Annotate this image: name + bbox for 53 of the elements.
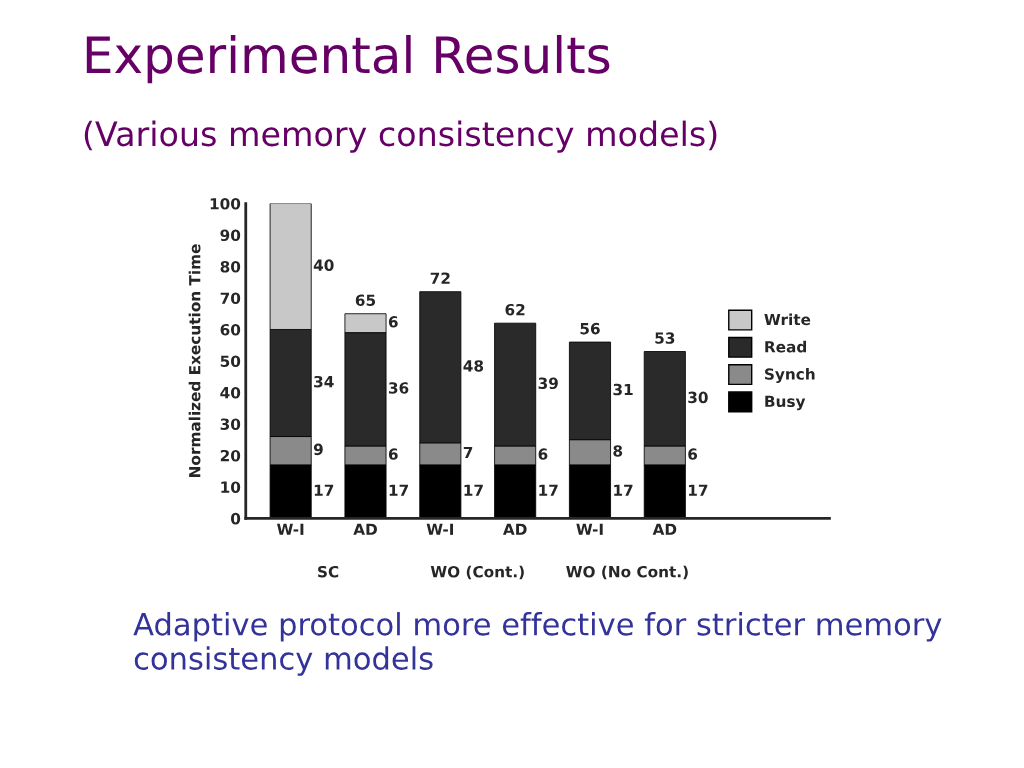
y-axis-title: Normalized Execution Time [188,244,201,477]
data-label: 6 [388,448,398,460]
total-label: 62 [505,303,525,316]
data-label: 7 [463,446,473,459]
data-label: 39 [538,377,558,390]
y-tick-label: 80 [220,260,241,273]
data-label: 34 [314,375,334,388]
y-tick-label: 90 [220,229,241,242]
data-label: 48 [463,360,484,372]
x-tick-label: W-I [576,523,603,535]
data-label: 17 [614,484,633,496]
y-tick-label: 60 [220,323,241,336]
legend-label: Busy [765,395,806,411]
y-tick-label: 70 [220,292,241,305]
chart-title: Experimental Results [86,34,610,84]
text: WO (No Cont.) [566,565,688,580]
legend-label: Read [765,340,807,353]
chart-subtitle: (Various memory consistency models) [84,120,717,153]
data-label: 17 [464,484,483,496]
data-label: 8 [613,445,623,457]
y-tick-label: 40 [220,386,241,399]
x-tick-label: AD [502,523,527,535]
x-tick-label: AD [652,523,677,535]
total-label: 56 [580,322,600,335]
text: SC [318,565,339,578]
data-label: 40 [313,259,334,271]
data-label: 6 [688,448,698,460]
text: Adaptive protocol more effective for stricter memory consistency models [133,612,942,676]
y-tick-label: 20 [220,449,241,462]
legend-label: Synch [765,367,815,383]
total-label: 65 [355,294,376,307]
data-label: 17 [314,484,334,496]
data-label: 6 [538,448,548,460]
text: WO (Cont.) [430,565,524,580]
y-tick-label: 0 [231,512,241,525]
y-tick-label: 100 [210,197,241,210]
legend-label: Write [764,313,811,326]
data-label: 17 [539,484,558,496]
x-tick-label: W-I [426,523,454,535]
x-tick-label: W-I [277,523,304,535]
y-tick-label: 50 [220,355,241,367]
data-label: 6 [388,316,398,328]
data-label: 17 [688,484,708,496]
data-label: 36 [388,382,409,394]
y-tick-label: 30 [220,418,241,430]
x-tick-label: AD [353,523,377,535]
total-label: 53 [655,332,675,344]
data-label: 31 [613,383,633,396]
y-tick-label: 10 [221,481,241,493]
total-label: 72 [430,272,450,284]
data-label: 30 [688,391,708,404]
data-label: 17 [389,484,408,496]
data-label: 9 [313,443,323,456]
